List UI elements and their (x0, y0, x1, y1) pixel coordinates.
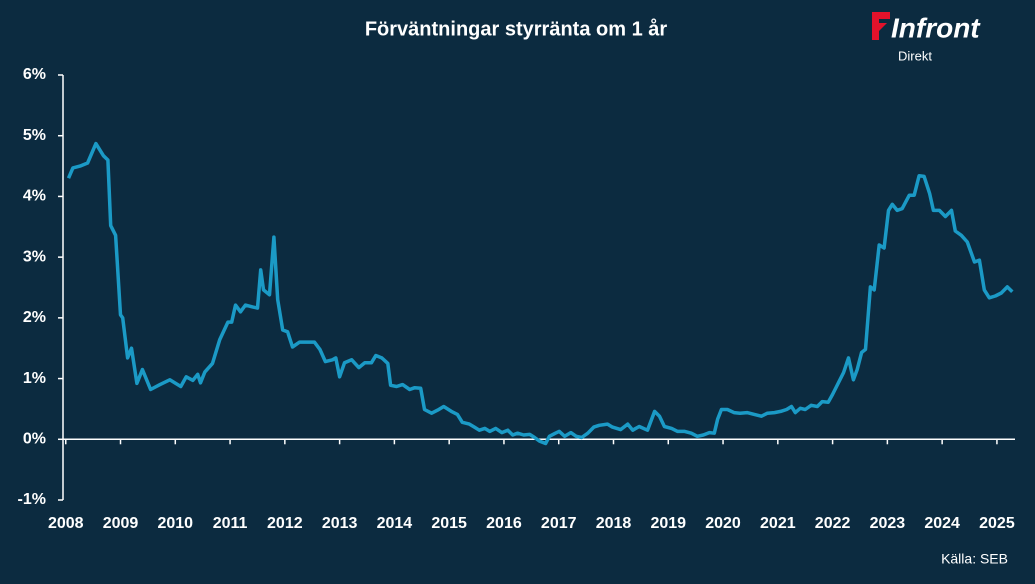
x-tick-label: 2025 (979, 515, 1015, 532)
x-tick-label: 2021 (760, 515, 796, 532)
x-tick-label: 2022 (815, 515, 851, 532)
y-tick-label: 6% (23, 66, 46, 83)
logo-name: Infront (891, 12, 981, 43)
y-tick-label: 5% (23, 127, 46, 144)
y-tick-label: 4% (23, 188, 46, 205)
x-tick-label: 2008 (48, 515, 84, 532)
logo-mark (872, 12, 890, 40)
x-tick-label: 2020 (705, 515, 741, 532)
logo-subtitle: Direkt (898, 48, 932, 63)
y-tick-label: 0% (23, 431, 46, 448)
source: Källa: SEB (941, 551, 1008, 567)
data-line (66, 141, 1014, 446)
chart-title: Förväntningar styrränta om 1 år (365, 17, 668, 40)
x-tick-label: 2012 (267, 515, 303, 532)
y-tick-label: 2% (23, 309, 46, 326)
y-tick-label: 1% (23, 370, 46, 387)
x-tick-label: 2019 (650, 515, 686, 532)
x-tick-label: 2017 (541, 515, 577, 532)
x-tick-label: 2010 (157, 515, 193, 532)
y-tick-label: 3% (23, 248, 46, 265)
x-tick-label: 2016 (486, 515, 522, 532)
x-tick-label: 2014 (377, 515, 413, 532)
logo: Infront Direkt (872, 12, 981, 63)
x-tick-label: 2013 (322, 515, 358, 532)
x-tick-label: 2024 (924, 515, 960, 532)
x-tick-label: 2015 (431, 515, 467, 532)
x-tick-label: 2009 (103, 515, 139, 532)
y-tick-label: -1% (18, 491, 46, 508)
x-tick-label: 2018 (596, 515, 632, 532)
x-tick-label: 2011 (213, 515, 248, 532)
x-tick-label: 2023 (870, 515, 906, 532)
